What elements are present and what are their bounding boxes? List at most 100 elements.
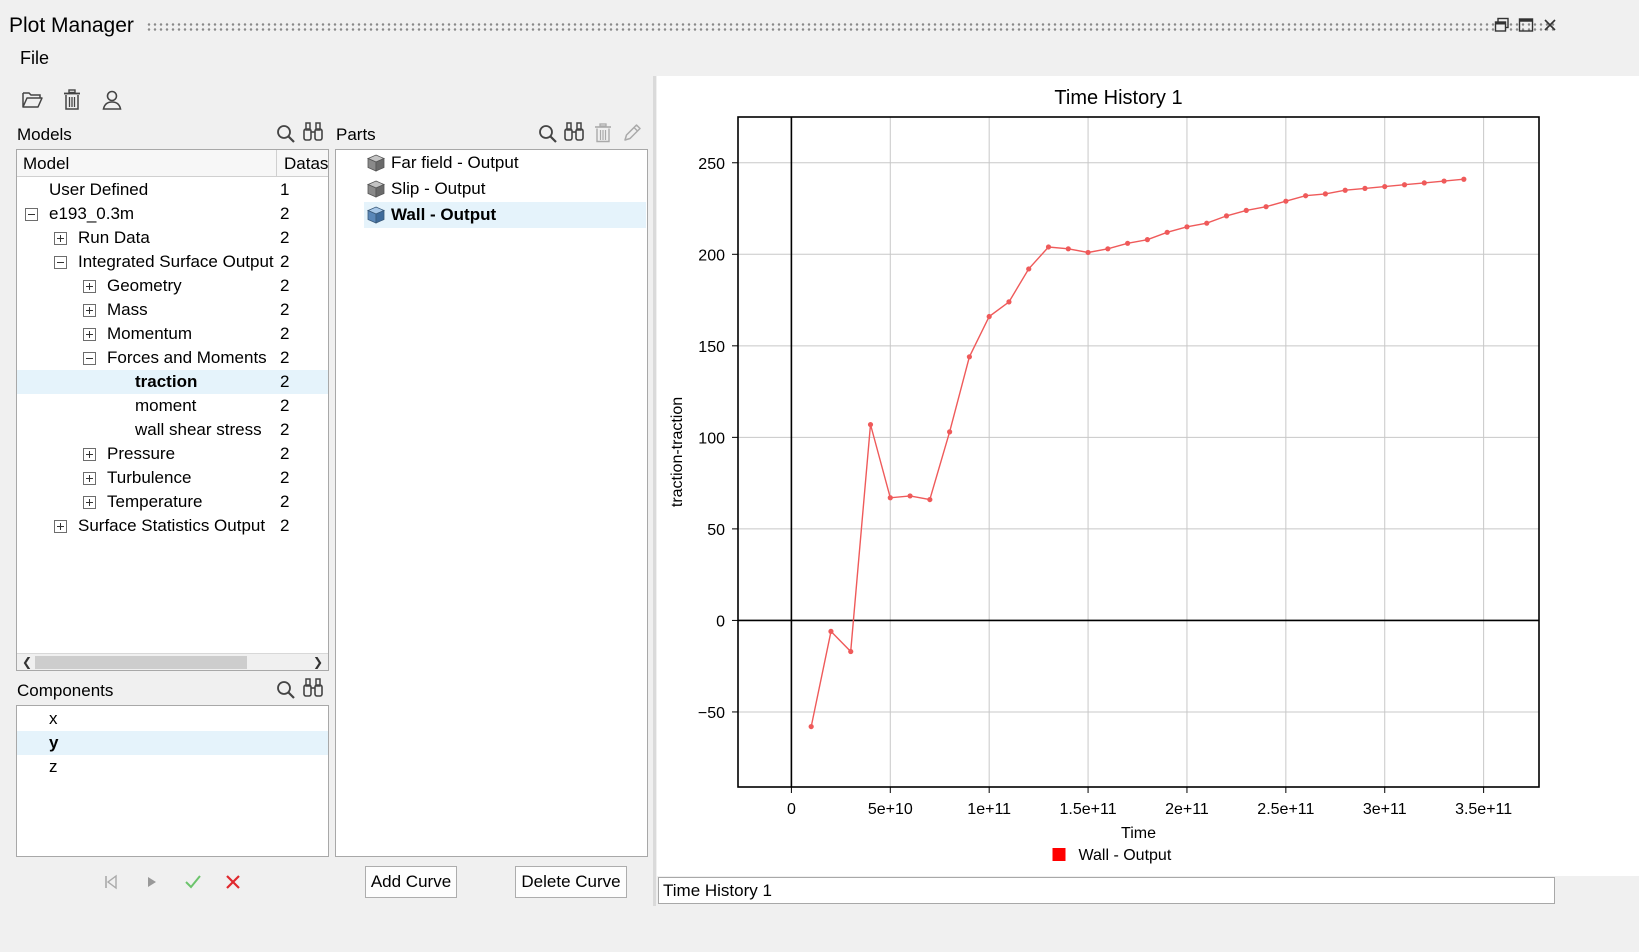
tree-row-count: 2 <box>280 324 290 343</box>
title-bar: Plot Manager <box>0 0 1639 50</box>
tree-row-label: Integrated Surface Output <box>78 252 274 271</box>
first-frame-icon[interactable] <box>101 872 121 892</box>
data-point <box>1263 204 1269 210</box>
tree-row-label: Surface Statistics Output <box>78 516 266 535</box>
models-label: Models <box>17 125 72 144</box>
open-folder-icon[interactable] <box>21 88 45 112</box>
tree-row-wall-shear-stress[interactable]: wall shear stress 2 <box>17 418 328 442</box>
component-label: y <box>49 733 59 752</box>
part-item-far-field[interactable]: Far field - Output <box>364 150 646 176</box>
part-label: Slip - Output <box>391 179 486 198</box>
tree-row-count: 2 <box>280 516 290 535</box>
tree-row-geometry[interactable]: Geometry 2 <box>17 274 328 298</box>
tree-row-user-defined[interactable]: User Defined 1 <box>17 178 328 202</box>
search-icon[interactable] <box>275 679 297 701</box>
plot-title-field[interactable]: Time History 1 <box>658 877 1555 904</box>
components-list[interactable]: x y z <box>16 705 329 857</box>
component-label: z <box>49 757 58 776</box>
data-point <box>1144 237 1150 243</box>
y-axis-label: traction-traction <box>669 397 686 507</box>
window-title: Plot Manager <box>9 14 134 37</box>
play-icon[interactable] <box>142 872 162 892</box>
expand-icon[interactable] <box>83 328 96 341</box>
cube-icon <box>367 206 385 224</box>
expand-icon[interactable] <box>83 448 96 461</box>
component-item-x[interactable]: x <box>17 707 328 731</box>
cancel-x-icon[interactable] <box>223 872 243 892</box>
x-tick-label: 2e+11 <box>1165 801 1209 818</box>
data-point <box>1184 224 1190 230</box>
binoculars-icon[interactable] <box>302 677 324 699</box>
trash-icon[interactable] <box>60 88 84 112</box>
x-axis-label: Time <box>1121 825 1156 842</box>
add-curve-button[interactable]: Add Curve <box>365 866 457 898</box>
delete-curve-button[interactable]: Delete Curve <box>515 866 627 898</box>
y-tick-label: 250 <box>698 156 725 173</box>
component-label: x <box>49 709 58 728</box>
tree-row-momentum[interactable]: Momentum 2 <box>17 322 328 346</box>
data-point <box>966 354 972 360</box>
collapse-icon[interactable] <box>25 208 38 221</box>
chart-svg[interactable]: Time History 1 0 5e+10 1e+11 1.5e+11 2e+11 2.5… <box>657 76 1639 876</box>
maximize-icon[interactable] <box>1518 17 1534 33</box>
scroll-right-icon[interactable]: ❯ <box>312 655 323 669</box>
data-point <box>1441 178 1447 184</box>
column-separator[interactable] <box>276 150 277 177</box>
binoculars-icon[interactable] <box>302 121 324 143</box>
data-point <box>1164 229 1170 235</box>
part-item-wall[interactable]: Wall - Output <box>364 202 646 228</box>
expand-icon[interactable] <box>54 520 67 533</box>
tree-row-run-data[interactable]: Run Data 2 <box>17 226 328 250</box>
pencil-icon[interactable] <box>621 122 643 144</box>
y-tick-label: 200 <box>698 247 725 264</box>
tree-row-count: 2 <box>280 396 290 415</box>
tree-row-temperature[interactable]: Temperature 2 <box>17 490 328 514</box>
trash-icon[interactable] <box>592 122 614 144</box>
close-icon[interactable] <box>1542 17 1558 33</box>
component-item-y[interactable]: y <box>17 731 328 755</box>
tree-row-integrated-surface-output[interactable]: Integrated Surface Output 2 <box>17 250 328 274</box>
column-datasets[interactable]: Datas <box>284 154 329 173</box>
scroll-left-icon[interactable]: ❮ <box>22 655 33 669</box>
panel-splitter[interactable] <box>653 76 656 906</box>
menu-file[interactable]: File <box>20 48 50 68</box>
horizontal-scrollbar[interactable]: ❮ ❯ <box>17 653 328 670</box>
parts-list[interactable]: Far field - Output Slip - Output Wall - … <box>335 149 648 857</box>
data-point <box>1243 207 1249 213</box>
tree-row-label: Turbulence <box>107 468 192 487</box>
tree-row-turbulence[interactable]: Turbulence 2 <box>17 466 328 490</box>
expand-icon[interactable] <box>83 304 96 317</box>
restore-icon[interactable] <box>1494 17 1510 33</box>
search-icon[interactable] <box>275 123 297 145</box>
expand-icon[interactable] <box>83 496 96 509</box>
tree-row-forces-and-moments[interactable]: Forces and Moments 2 <box>17 346 328 370</box>
search-icon[interactable] <box>537 123 559 145</box>
tree-row-count: 2 <box>280 468 290 487</box>
part-label: Far field - Output <box>391 153 519 172</box>
models-tree[interactable]: Model Datas User Defined 1 e193_0.3m 2 R… <box>16 149 329 671</box>
scrollbar-thumb[interactable] <box>35 656 247 669</box>
expand-icon[interactable] <box>54 232 67 245</box>
component-item-z[interactable]: z <box>17 755 328 779</box>
series-line <box>810 178 1464 727</box>
tree-row-traction[interactable]: traction 2 <box>17 370 328 394</box>
checkmark-icon[interactable] <box>183 872 203 892</box>
tree-row-label: Mass <box>107 300 148 319</box>
collapse-icon[interactable] <box>54 256 67 269</box>
tree-row-pressure[interactable]: Pressure 2 <box>17 442 328 466</box>
tree-row-surface-statistics-output[interactable]: Surface Statistics Output 2 <box>17 514 328 538</box>
tree-row-mass[interactable]: Mass 2 <box>17 298 328 322</box>
column-model[interactable]: Model <box>23 154 70 173</box>
tree-row-count: 2 <box>280 420 290 439</box>
drag-grip[interactable] <box>146 22 1556 32</box>
user-icon[interactable] <box>100 88 124 112</box>
binoculars-icon[interactable] <box>563 121 585 143</box>
expand-icon[interactable] <box>83 472 96 485</box>
expand-icon[interactable] <box>83 280 96 293</box>
collapse-icon[interactable] <box>83 352 96 365</box>
data-point <box>1026 266 1032 272</box>
tree-row-moment[interactable]: moment 2 <box>17 394 328 418</box>
tree-row-e193[interactable]: e193_0.3m 2 <box>17 202 328 226</box>
part-item-slip[interactable]: Slip - Output <box>364 176 646 202</box>
tree-row-count: 2 <box>280 228 290 247</box>
